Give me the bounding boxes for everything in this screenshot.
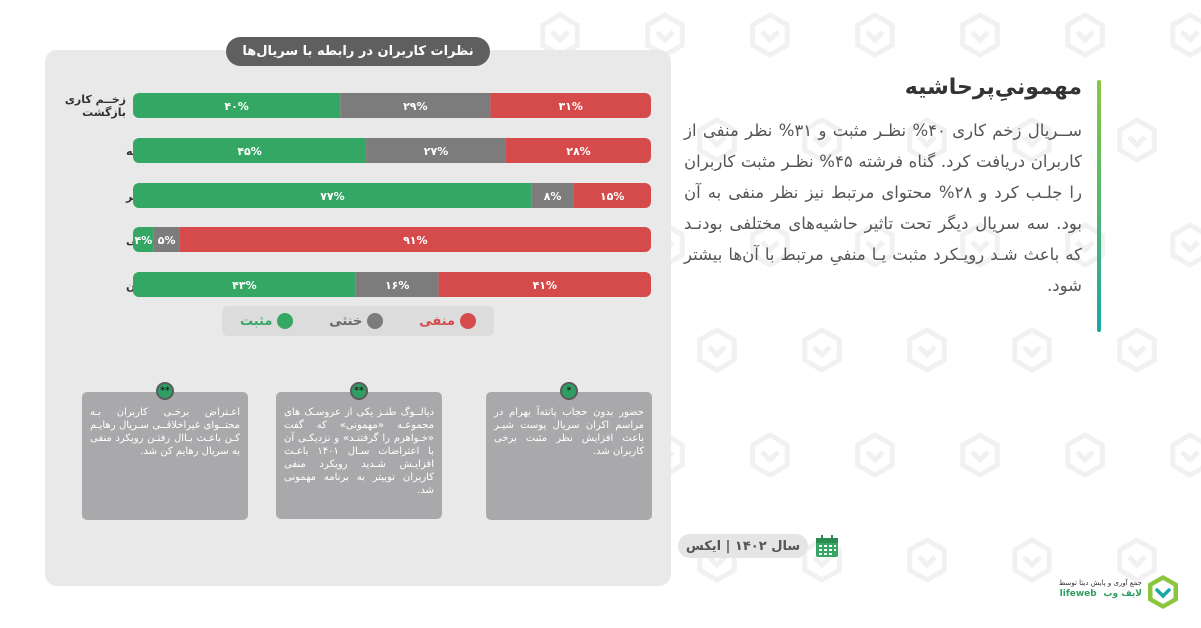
note-card-2: ** دیالــوگ طنـز یکی از عروسـک های مجموع… xyxy=(276,382,442,519)
negative-dot-icon xyxy=(460,313,477,329)
bar-segment-neutral xyxy=(153,227,180,252)
bar-segment-neutral xyxy=(340,93,491,118)
lifeweb-logo: جمع آوری و پایش دیتا توسط لایف وب lifewe… xyxy=(1044,572,1180,612)
note-text: اعـتراض برخـی کاربران بـه محتــوای غیراخ… xyxy=(90,407,240,457)
note-text: حضور بدون حجاب پانته‌آ بهرام در مراسم اک… xyxy=(494,407,644,457)
category-label: زخــم کاری xyxy=(65,93,126,106)
logo-brand-en: lifeweb xyxy=(1059,589,1097,599)
legend-negative: منفی xyxy=(419,313,477,329)
data-label: ۴۱% xyxy=(533,279,557,292)
legend-neutral-label: خنثی xyxy=(329,313,363,329)
date-badge: سال ۱۴۰۲ | ایکس xyxy=(678,534,808,558)
bar-segment-neutral xyxy=(366,138,506,163)
data-label: ۴۳% xyxy=(232,279,256,292)
data-label: ۱۶% xyxy=(385,279,409,292)
legend-positive: مثبت xyxy=(239,313,294,329)
note-card-3: ** اعـتراض برخـی کاربران بـه محتــوای غی… xyxy=(82,382,248,520)
positive-dot-icon xyxy=(277,313,294,329)
data-label: ۳۱% xyxy=(558,100,582,113)
data-label: ۸% xyxy=(544,190,562,203)
calendar-icon xyxy=(816,535,838,557)
category-label: بازگشت xyxy=(82,106,126,119)
legend-neutral: خنثی xyxy=(329,313,384,329)
page-title: مهمونیِ‌پرحاشیه xyxy=(904,75,1082,100)
data-label: ۹۱% xyxy=(403,234,427,247)
bar-row xyxy=(133,183,651,208)
legend-positive-label: مثبت xyxy=(239,313,273,329)
logo-brand-fa: لایف وب xyxy=(1103,589,1142,599)
data-label: ۵% xyxy=(158,234,176,247)
bar-segment-positive xyxy=(133,227,154,252)
bar-segment-positive xyxy=(133,93,341,118)
bar-segment-negative xyxy=(438,272,651,297)
logo-hex-icon xyxy=(1148,575,1178,609)
chart-legend: منفی خنثی مثبت xyxy=(222,306,494,336)
bar-segment-neutral xyxy=(355,272,439,297)
bar-segment-neutral xyxy=(531,183,574,208)
bar-segment-positive xyxy=(133,183,532,208)
bar-segment-negative xyxy=(179,227,651,252)
bar-row xyxy=(133,272,651,297)
bar-row xyxy=(133,93,651,118)
data-label: ۷۷% xyxy=(320,190,344,203)
legend-negative-label: منفی xyxy=(419,313,456,329)
bar-segment-negative xyxy=(505,138,651,163)
chart-title: نظرات کاربران در رابطه با سریال‌ها xyxy=(226,37,490,66)
bar-segment-positive xyxy=(133,272,356,297)
bar-row xyxy=(133,227,651,252)
note-card-1: * حضور بدون حجاب پانته‌آ بهرام در مراسم … xyxy=(486,382,652,520)
neutral-dot-icon xyxy=(367,313,384,329)
star-badge-icon: ** xyxy=(350,382,368,400)
star-badge-icon: * xyxy=(560,382,578,400)
accent-bar xyxy=(1097,80,1101,332)
note-text: دیالــوگ طنـز یکی از عروسـک های مجموعـه … xyxy=(284,407,434,496)
bar-segment-negative xyxy=(490,93,651,118)
data-label: ۲۷% xyxy=(424,145,448,158)
bar-segment-negative xyxy=(573,183,651,208)
description-text: ســریال زخم کاری ۴۰% نظـر مثبت و ۳۱% نظر… xyxy=(684,121,1082,295)
bar-segment-positive xyxy=(133,138,367,163)
data-label: ۲۹% xyxy=(403,100,427,113)
data-label: ۱۵% xyxy=(600,190,624,203)
data-label: ۴۵% xyxy=(237,145,261,158)
logo-caption: جمع آوری و پایش دیتا توسط xyxy=(1058,579,1142,587)
bar-row xyxy=(133,138,651,163)
data-label: ۴۰% xyxy=(224,100,248,113)
star-badge-icon: ** xyxy=(156,382,174,400)
data-label: ۴% xyxy=(134,234,152,247)
data-label: ۲۸% xyxy=(566,145,590,158)
